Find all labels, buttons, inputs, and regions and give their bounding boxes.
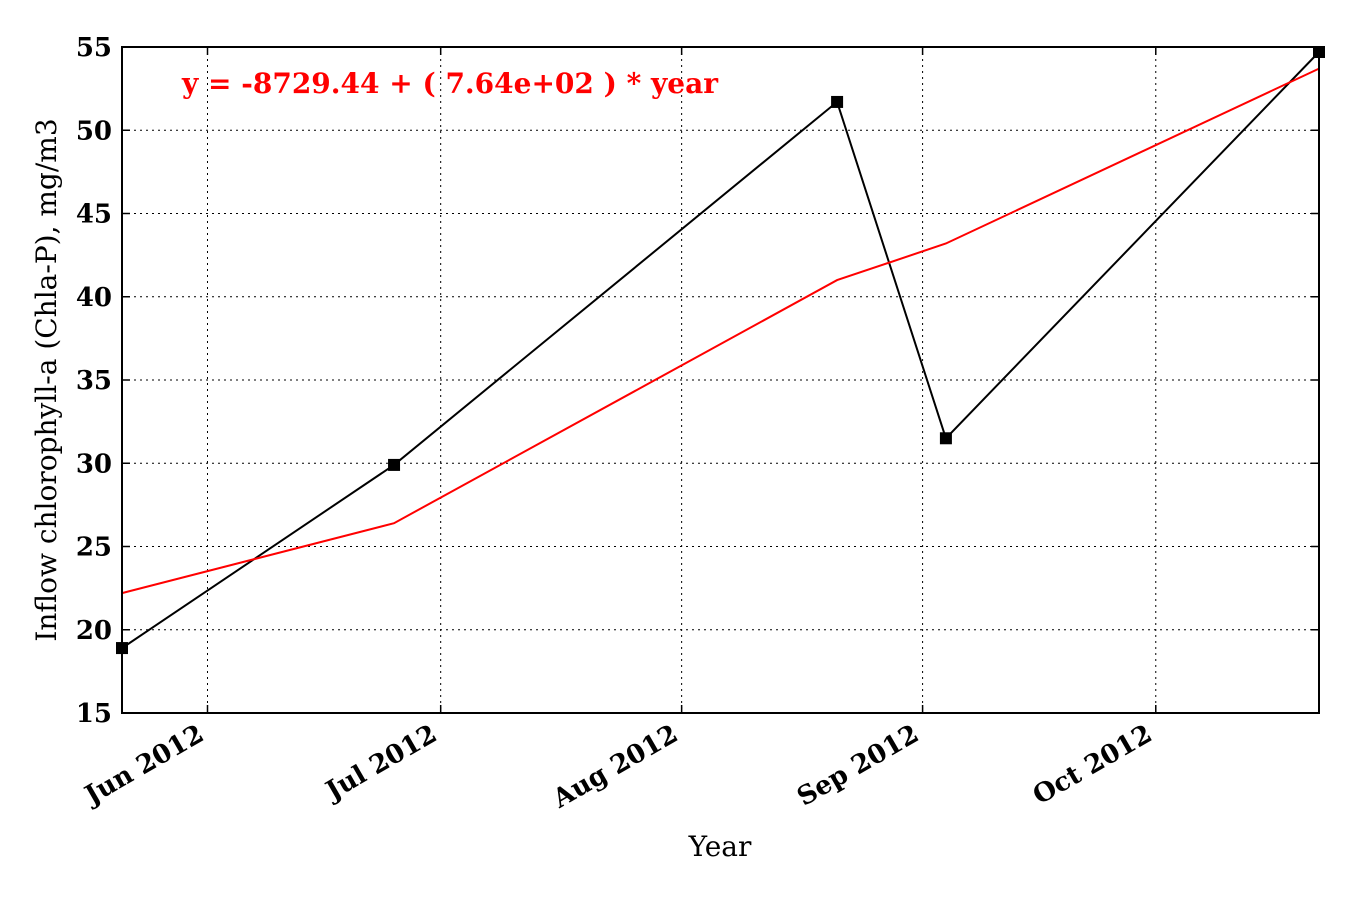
y-tick-label: 15 <box>76 699 112 729</box>
y-tick-label: 35 <box>76 366 112 396</box>
x-tick-label: Aug 2012 <box>547 719 683 815</box>
plot-frame <box>121 46 1320 714</box>
x-axis: Jun 2012 Jul 2012 Aug 2012 Sep 2012 Oct 2012 <box>78 47 1157 815</box>
y-axis-label: Inflow chlorophyll-a (Chla-P), mg/m3 <box>30 118 63 641</box>
y-tick-label: 45 <box>76 200 112 230</box>
y-axis: 15 20 25 30 35 40 45 50 55 <box>76 33 1319 729</box>
trend-line <box>121 67 1320 595</box>
x-tick-label: Sep 2012 <box>792 719 924 812</box>
data-point <box>831 95 844 108</box>
y-tick-label: 40 <box>76 283 112 313</box>
series-layer <box>116 45 1325 655</box>
x-tick-label: Jun 2012 <box>78 719 209 812</box>
x-tick-label: Jul 2012 <box>319 719 442 807</box>
regression-equation: y = -8729.44 + ( 7.64e+02 ) * year <box>181 67 719 100</box>
data-line <box>121 51 1320 649</box>
data-point <box>388 458 401 471</box>
y-tick-label: 55 <box>76 33 112 63</box>
data-point <box>939 432 952 445</box>
x-axis-label: Year <box>688 830 752 863</box>
y-tick-label: 30 <box>76 449 112 479</box>
y-tick-label: 20 <box>76 616 112 646</box>
x-tick-label: Oct 2012 <box>1028 719 1157 811</box>
grid <box>122 47 1319 713</box>
y-tick-label: 50 <box>76 116 112 146</box>
y-tick-label: 25 <box>76 533 112 563</box>
